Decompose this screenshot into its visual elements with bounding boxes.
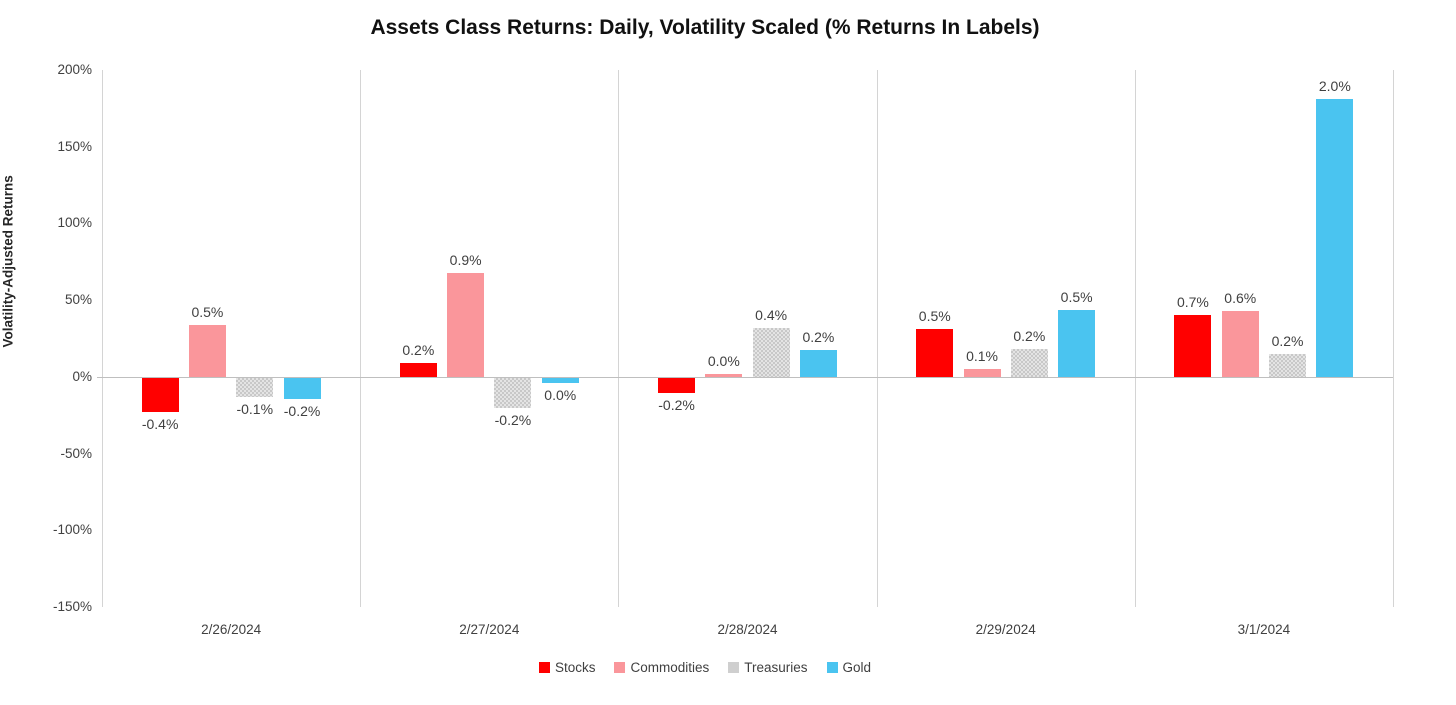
chart-title: Assets Class Returns: Daily, Volatility … [370,16,1040,39]
y-tick-label: 200% [57,62,92,77]
category-separator-line [360,70,362,607]
bar-treasuries-2/26/2024 [236,377,274,398]
bar-stocks-2/28/2024 [658,377,696,394]
y-tick-label: 0% [72,368,92,384]
bar-value-label: 0.1% [966,348,998,365]
bar-stocks-2/26/2024 [141,377,179,412]
x-axis-label: 3/1/2024 [1237,622,1291,637]
y-tick-label: 100% [57,215,92,231]
plot-area: -0.4% 0.2% -0.2% 0.5% 0.7% 0.5% 0.9% 0.0% 0.1% 0.… [97,70,1394,607]
bar-value-label: 0.5% [918,308,951,325]
y-tick-label: 150% [57,138,92,154]
bar-value-label: -0.2% [494,411,532,428]
y-axis-title: Volatility-Adjusted Returns [0,175,16,348]
legend-label: Treasuries [744,660,808,675]
bar-value-label: -0.2% [658,397,695,414]
legend-label: Commodities [630,660,710,675]
bar-value-label: 0.0% [707,352,740,369]
bar-value-label: 0.5% [1060,289,1093,306]
y-tick-label: -150% [52,599,92,614]
x-axis-label: 2/27/2024 [459,622,520,637]
bar-gold-2/28/2024 [799,350,837,377]
bar-treasuries-3/1/2024 [1269,353,1307,377]
legend-item-stocks: Stocks [538,660,596,675]
legend: Stocks Commodities Treasuries Gold [0,660,1410,675]
bar-stocks-2/27/2024 [399,363,437,377]
y-tick-label: -50% [60,445,92,461]
legend-item-gold: Gold [826,660,872,675]
legend-item-treasuries: Treasuries [728,660,808,675]
legend-swatch-treasuries [728,662,740,673]
bar-gold-2/27/2024 [541,377,579,384]
bar-value-label: 0.9% [449,251,482,268]
bar-value-label: 2.0% [1318,78,1351,95]
bar-value-label: -0.2% [283,402,321,419]
bar-commodities-2/26/2024 [188,325,226,377]
bar-value-label: 0.7% [1176,294,1209,311]
legend-item-commodities: Commodities [614,660,709,675]
bar-gold-2/29/2024 [1058,310,1096,377]
bar-commodities-2/29/2024 [963,369,1001,377]
bar-value-label: 0.2% [802,329,835,345]
legend-swatch-gold [826,662,838,673]
bar-gold-2/26/2024 [283,377,321,399]
zero-baseline [97,376,1393,378]
legend-swatch-commodities [614,662,626,673]
bar-commodities-2/27/2024 [447,272,485,377]
bar-value-label: 0.5% [191,304,224,321]
bar-treasuries-2/27/2024 [494,377,532,408]
bar-value-label: -0.1% [236,401,274,418]
y-tick-label: 50% [64,292,92,308]
y-axis-line [102,70,103,607]
bar-value-label: 0.0% [544,387,577,404]
category-separator-line [1393,70,1394,607]
category-separator-line [876,70,878,607]
legend-label: Gold [842,660,872,675]
bar-value-label: 0.4% [755,306,788,323]
bar-value-label: 0.2% [1013,328,1046,345]
bar-stocks-3/1/2024 [1174,315,1212,377]
bar-value-label: 0.6% [1224,289,1257,306]
category-separator-line [1134,70,1136,607]
x-axis-label: 2/28/2024 [717,622,778,637]
bar-value-label: 0.2% [1271,332,1304,349]
bar-gold-3/1/2024 [1316,99,1354,377]
bar-value-label: 0.2% [402,342,435,359]
x-axis-label: 2/26/2024 [201,622,262,637]
y-tick-label: -100% [52,522,92,538]
bar-commodities-2/28/2024 [705,373,743,377]
bar-treasuries-2/28/2024 [752,327,790,377]
bar-commodities-3/1/2024 [1221,310,1259,377]
x-axis-label: 2/29/2024 [975,622,1036,637]
bar-treasuries-2/29/2024 [1010,349,1048,377]
bar-stocks-2/29/2024 [916,329,954,377]
category-separator-line [618,70,620,607]
bar-value-label: -0.4% [141,415,179,432]
legend-swatch-stocks [538,662,550,673]
legend-label: Stocks [554,660,596,675]
